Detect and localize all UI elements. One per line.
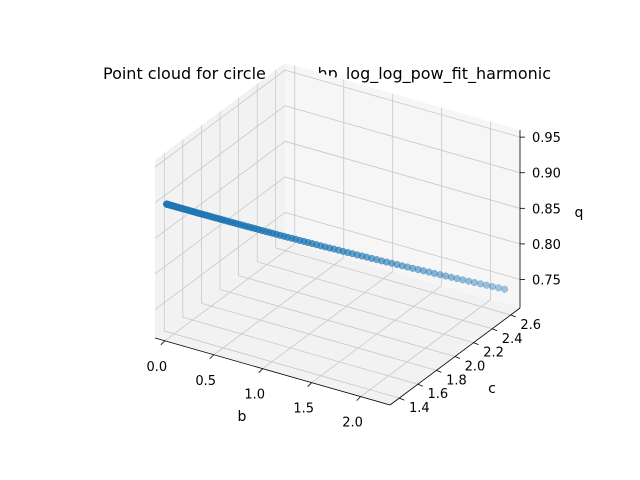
grid-line-z <box>284 105 521 174</box>
x-tick-mark <box>160 340 166 346</box>
chart-title: Point cloud for circle_area_hp_log_log_p… <box>103 64 551 84</box>
y-tick-mark <box>399 397 405 401</box>
y-tick-mark <box>491 328 498 332</box>
y-tick-mark <box>473 342 479 346</box>
data-point <box>470 278 479 287</box>
y-tick-label: 1.8 <box>446 373 467 388</box>
data-point <box>476 280 485 288</box>
grid-line-z <box>154 176 286 275</box>
z-axis-label: q <box>575 205 584 221</box>
grid-line-y <box>275 247 511 316</box>
grid-line-z <box>154 69 286 168</box>
x-axis-label: b <box>238 409 247 425</box>
z-tick-label: 0.80 <box>532 238 561 253</box>
data-point <box>465 277 473 285</box>
z-tick-label: 0.85 <box>532 202 561 217</box>
x-tick-label: 1.0 <box>244 388 265 403</box>
x-tick-label: 0.5 <box>195 374 216 389</box>
axis-ticks: 0.00.51.01.52.01.41.61.82.02.22.42.60.75… <box>146 131 561 431</box>
y-tick-label: 1.6 <box>428 387 449 402</box>
grid-line-y <box>219 289 456 357</box>
data-point <box>163 200 171 208</box>
y-tick-mark <box>436 369 442 373</box>
z-tick-label: 0.75 <box>532 274 561 289</box>
grid-line-z <box>284 69 521 138</box>
x-tick-label: 1.5 <box>293 402 314 417</box>
x-tick-mark <box>209 354 215 360</box>
z-tick-label: 0.90 <box>532 167 561 182</box>
y-tick-mark <box>454 356 461 359</box>
x-tick-mark <box>307 382 312 387</box>
x-tick-mark <box>258 368 263 373</box>
y-tick-label: 1.4 <box>409 401 430 416</box>
z-tick-label: 0.95 <box>532 131 561 146</box>
x-axis-line <box>154 337 391 406</box>
y-tick-label: 2.0 <box>465 360 486 375</box>
grid-line-y <box>257 261 493 330</box>
y-tick-label: 2.4 <box>502 332 523 347</box>
x-tick-mark <box>356 396 361 401</box>
y-tick-mark <box>417 383 424 387</box>
y-tick-label: 2.2 <box>483 346 504 361</box>
data-point <box>459 276 467 284</box>
y-tick-label: 2.6 <box>520 318 541 333</box>
x-tick-label: 0.0 <box>146 360 167 375</box>
axes-grid <box>154 65 521 399</box>
grid-line-z <box>284 212 521 280</box>
grid-line-y <box>238 275 474 344</box>
point-cloud <box>163 200 509 293</box>
data-point <box>482 281 490 289</box>
grid-line-y <box>201 302 437 371</box>
grid-line-y <box>164 330 400 399</box>
data-point <box>488 282 496 291</box>
grid-line-z <box>154 140 286 239</box>
grid-line-z <box>284 140 521 209</box>
y-tick-mark <box>510 314 516 318</box>
y-axis-label: c <box>488 381 496 397</box>
data-point <box>501 285 509 293</box>
grid-line-z <box>154 105 286 204</box>
data-point <box>453 275 461 283</box>
grid-line-y <box>182 316 418 385</box>
data-point <box>494 284 503 292</box>
grid-line-z <box>284 176 521 245</box>
x-tick-label: 2.0 <box>342 416 363 431</box>
